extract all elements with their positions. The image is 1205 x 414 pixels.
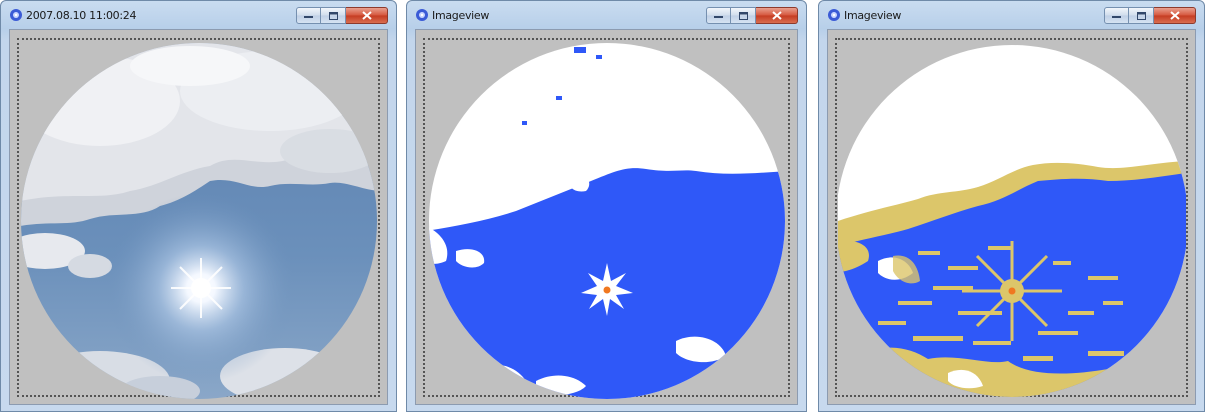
minimize-icon <box>1112 15 1121 18</box>
maximize-button[interactable] <box>731 7 756 24</box>
app-icon <box>828 9 840 21</box>
close-button[interactable] <box>1154 7 1196 24</box>
image-frame <box>835 38 1188 397</box>
maximize-button[interactable] <box>321 7 346 24</box>
title-bar[interactable]: Imageview <box>819 1 1204 29</box>
title-bar[interactable]: 2007.08.10 11:00:24 <box>1 1 396 29</box>
maximize-button[interactable] <box>1129 7 1154 24</box>
minimize-icon <box>714 15 723 18</box>
window-title: 2007.08.10 11:00:24 <box>26 9 137 22</box>
close-icon <box>771 11 782 20</box>
close-icon <box>1169 11 1180 20</box>
sky-photo <box>21 43 377 399</box>
cloud-mask <box>429 43 785 399</box>
image-canvas <box>827 29 1196 405</box>
image-canvas <box>415 29 798 405</box>
window-title: Imageview <box>844 9 902 22</box>
app-icon <box>416 9 428 21</box>
title-bar[interactable]: Imageview <box>407 1 806 29</box>
image-frame <box>423 38 790 399</box>
close-button[interactable] <box>756 7 798 24</box>
window-classification[interactable]: Imageview <box>406 0 807 412</box>
close-icon <box>361 11 372 20</box>
minimize-button[interactable] <box>706 7 731 24</box>
image-frame <box>17 38 380 399</box>
cloud-mask-thin <box>838 45 1186 397</box>
app-icon <box>10 9 22 21</box>
window-title: Imageview <box>432 9 490 22</box>
minimize-button[interactable] <box>296 7 321 24</box>
minimize-button[interactable] <box>1104 7 1129 24</box>
maximize-icon <box>738 11 748 20</box>
image-canvas <box>9 29 388 405</box>
maximize-icon <box>1136 11 1146 20</box>
minimize-icon <box>304 15 313 18</box>
close-button[interactable] <box>346 7 388 24</box>
window-classification-alt[interactable]: Imageview <box>818 0 1205 412</box>
window-photo[interactable]: 2007.08.10 11:00:24 <box>0 0 397 412</box>
maximize-icon <box>328 11 338 20</box>
